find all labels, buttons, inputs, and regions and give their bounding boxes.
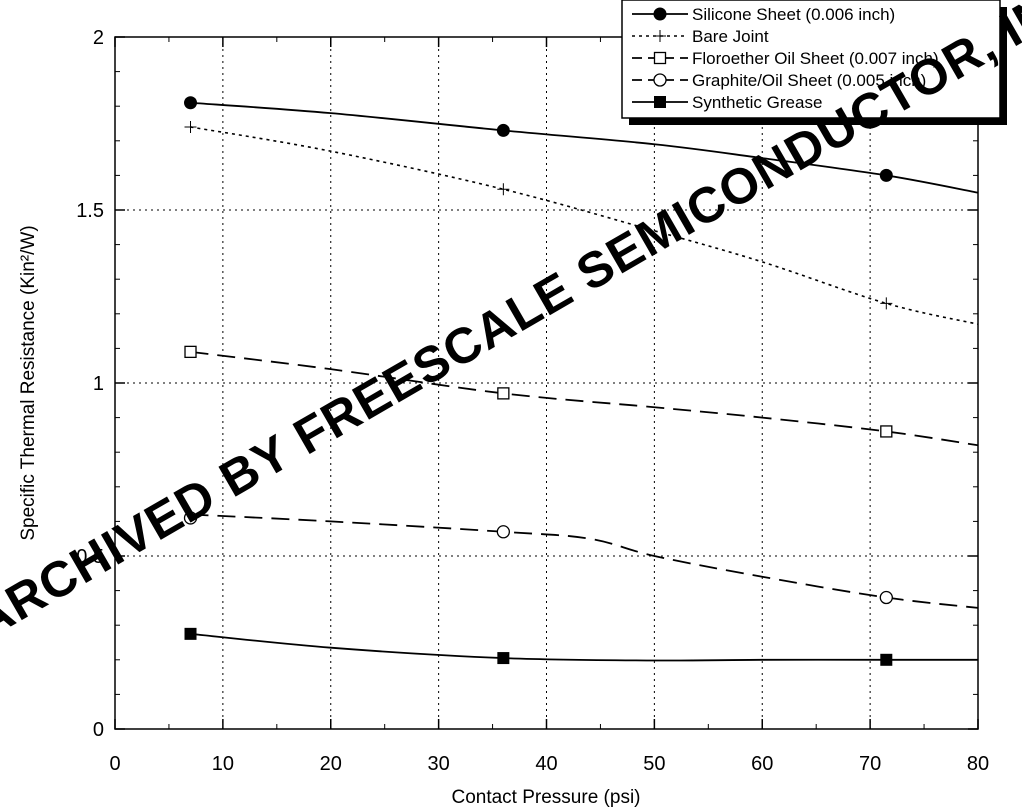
tick-labels: 0 10 20 30 40 50 60 70 80 0 0.5 1 1.5 2 — [76, 27, 989, 775]
data-point-series-2 — [184, 120, 197, 133]
y-tick-label: 0.5 — [76, 546, 104, 568]
series-line-3 — [190, 350, 979, 447]
legend-label-2: Bare Joint — [692, 27, 769, 46]
series-lines — [190, 101, 979, 662]
grid — [115, 37, 978, 729]
data-point-series-2 — [497, 183, 510, 196]
y-axis-label: Specific Thermal Resistance (Kin²/W) — [18, 225, 39, 540]
y-tick-label: 1 — [93, 373, 104, 395]
legend-marker-5 — [654, 96, 666, 108]
data-point-series-1 — [184, 96, 198, 110]
legend-marker-3 — [653, 51, 667, 65]
data-point-series-5 — [880, 653, 893, 666]
legend: Silicone Sheet (0.006 inch) Bare Joint Flo… — [621, 0, 1007, 125]
x-tick-label: 20 — [320, 753, 342, 775]
x-tick-label: 60 — [751, 753, 773, 775]
data-point-series-5 — [184, 627, 197, 640]
data-point-series-4 — [496, 525, 511, 539]
x-axis-label: Contact Pressure (psi) — [451, 787, 640, 808]
data-point-series-3 — [497, 387, 510, 400]
data-point-series-3 — [184, 345, 197, 359]
data-point-series-3 — [880, 425, 893, 438]
legend-box — [621, 0, 1001, 119]
legend-label-5: Synthetic Grease — [692, 93, 822, 112]
legend-marker-2 — [654, 30, 666, 42]
series-line-4 — [190, 513, 979, 609]
legend-label-1: Silicone Sheet (0.006 inch) — [692, 5, 895, 24]
series-line-5 — [190, 632, 978, 662]
data-point-series-4 — [183, 511, 198, 525]
x-tick-label: 40 — [535, 753, 557, 775]
x-tick-label: 0 — [109, 753, 120, 775]
x-tick-label: 30 — [428, 753, 450, 775]
y-tick-label: 1.5 — [76, 200, 104, 222]
y-tick-label: 0 — [93, 719, 104, 741]
legend-marker-1 — [653, 7, 667, 21]
series-line-1 — [190, 101, 979, 194]
data-point-series-4 — [879, 590, 893, 605]
series-line-2 — [190, 126, 979, 325]
series-markers — [183, 96, 893, 666]
data-point-series-2 — [880, 297, 893, 310]
x-tick-label: 70 — [859, 753, 881, 775]
legend-label-3: Floroether Oil Sheet (0.007 inch) — [692, 49, 939, 68]
data-point-series-1 — [879, 168, 893, 182]
y-tick-label: 2 — [93, 27, 104, 49]
x-tick-label: 80 — [967, 753, 989, 775]
data-point-series-1 — [496, 123, 510, 137]
x-tick-label: 50 — [643, 753, 665, 775]
x-tick-label: 10 — [212, 753, 234, 775]
axis-ticks — [114, 36, 979, 730]
legend-marker-4 — [653, 73, 667, 87]
watermark: ARCHIVED BY FREESCALE SEMICONDUCTOR, INC… — [0, 0, 1022, 650]
legend-label-4: Graphite/Oil Sheet (0.005 inch) — [692, 71, 926, 90]
data-point-series-5 — [497, 652, 510, 665]
